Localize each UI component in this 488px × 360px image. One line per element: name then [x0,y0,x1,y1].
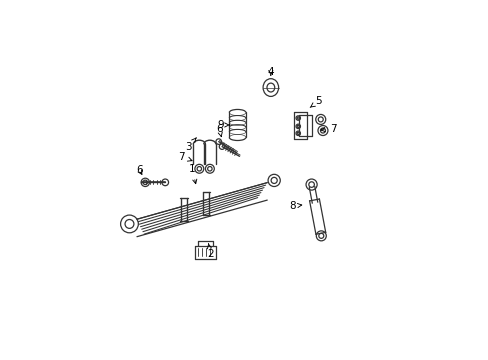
Text: 8: 8 [288,201,301,211]
Text: 7: 7 [320,123,336,134]
Text: 6: 6 [136,165,142,175]
Text: 7: 7 [178,152,192,162]
Text: 4: 4 [267,67,274,77]
Text: 2: 2 [207,243,213,259]
Text: 3: 3 [184,138,196,152]
Text: 9: 9 [217,120,229,130]
Text: 6: 6 [216,123,222,137]
Text: 5: 5 [309,96,321,107]
Text: 1: 1 [189,164,196,184]
